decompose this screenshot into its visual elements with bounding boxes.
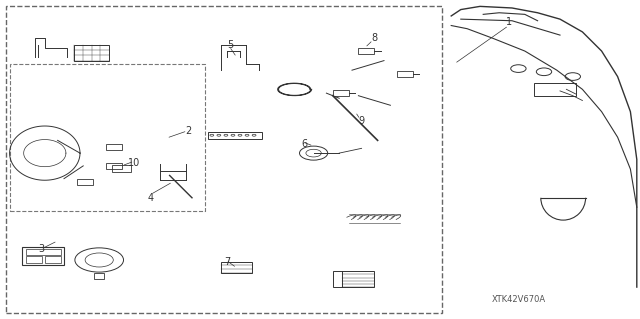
Bar [22, 247, 64, 265]
Bar [77, 179, 93, 185]
Text: 10: 10 [128, 158, 141, 168]
Bar [358, 48, 374, 54]
Bar [6, 6, 442, 313]
Text: XTK42V670A: XTK42V670A [492, 295, 545, 304]
Bar [397, 71, 413, 77]
Text: 4: 4 [147, 193, 154, 203]
Text: 2: 2 [186, 126, 192, 136]
Text: 5: 5 [227, 40, 234, 50]
Bar [94, 273, 104, 279]
Text: 6: 6 [301, 138, 307, 149]
Bar [333, 90, 349, 96]
Bar [10, 64, 205, 211]
Text: 7: 7 [224, 256, 230, 267]
Bar [333, 271, 374, 287]
Bar [534, 83, 576, 96]
Bar [208, 132, 262, 139]
Text: 1: 1 [506, 17, 512, 27]
Text: 9: 9 [358, 116, 365, 126]
Bar [221, 262, 252, 273]
Bar [26, 249, 61, 255]
Bar [74, 45, 109, 61]
Bar [45, 256, 61, 263]
Bar [106, 163, 122, 169]
Text: 3: 3 [38, 244, 45, 254]
Bar [26, 256, 42, 263]
Bar [106, 144, 122, 150]
Bar [112, 165, 131, 172]
Text: 8: 8 [371, 33, 378, 43]
